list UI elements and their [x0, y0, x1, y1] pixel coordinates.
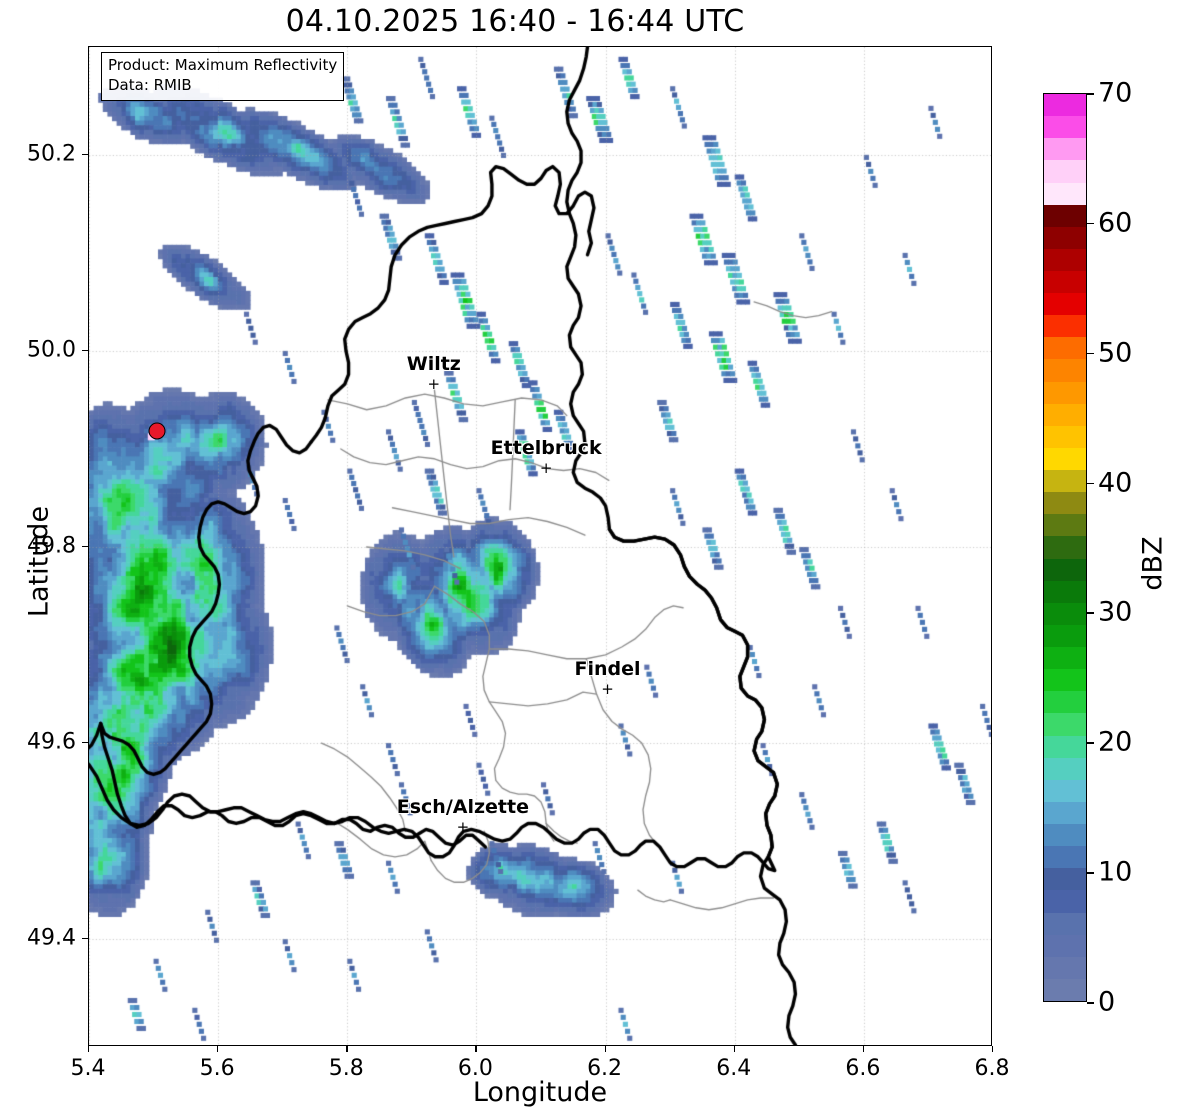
- colorbar-tick: [1087, 612, 1094, 614]
- colorbar-band: [1044, 94, 1086, 117]
- x-axis-tick-label: 6.8: [974, 1056, 1010, 1081]
- y-axis-tick-label: 49.8: [27, 533, 76, 559]
- colorbar-tick-label: 10: [1098, 856, 1133, 888]
- y-axis-tick: [82, 546, 88, 548]
- product-line: Product: Maximum Reflectivity: [108, 56, 338, 74]
- figure-title: 04.10.2025 16:40 - 16:44 UTC: [285, 4, 745, 39]
- colorbar-band: [1044, 491, 1086, 515]
- x-axis-tick: [346, 1046, 348, 1052]
- x-axis-tick-label: 6.2: [587, 1056, 623, 1081]
- colorbar-band: [1044, 889, 1086, 913]
- colorbar-band: [1044, 602, 1086, 625]
- y-axis-tick-label: 50.2: [27, 141, 76, 167]
- y-axis-tick-label: 49.4: [27, 925, 76, 951]
- colorbar-band: [1044, 336, 1086, 360]
- colorbar-band: [1044, 557, 1086, 581]
- colorbar-band: [1044, 358, 1086, 382]
- colorbar-tick: [1087, 482, 1094, 485]
- colorbar-tick-label: 0: [1098, 986, 1116, 1018]
- colorbar-band: [1044, 447, 1086, 471]
- x-axis-tick-label: 6.6: [845, 1056, 881, 1081]
- colorbar-band: [1044, 712, 1086, 736]
- colorbar-band: [1044, 226, 1086, 249]
- colorbar-tick-label: 30: [1098, 596, 1133, 628]
- x-axis-tick: [992, 1046, 994, 1052]
- colorbar-tick-label: 70: [1098, 77, 1133, 109]
- map-plot-area[interactable]: Product: Maximum Reflectivity Data: RMIB…: [88, 46, 992, 1046]
- colorbar-band: [1044, 956, 1086, 979]
- x-axis-tick-label: 6.0: [457, 1056, 493, 1081]
- colorbar-band: [1044, 535, 1086, 559]
- colorbar-band: [1044, 624, 1086, 648]
- colorbar-band: [1044, 292, 1086, 316]
- colorbar-tick: [1087, 872, 1094, 874]
- colorbar-band: [1044, 978, 1086, 1001]
- colorbar-band: [1044, 181, 1086, 205]
- colorbar-tick: [1087, 1002, 1094, 1004]
- colorbar-band: [1044, 314, 1086, 338]
- colorbar-band: [1044, 159, 1086, 183]
- colorbar-band: [1044, 734, 1086, 758]
- colorbar-band: [1044, 756, 1086, 780]
- map-borders-overlay: [89, 47, 991, 1045]
- colorbar-band: [1044, 137, 1086, 161]
- x-axis-tick: [733, 1046, 735, 1052]
- x-axis-label: Longitude: [472, 1077, 608, 1108]
- colorbar-band: [1044, 469, 1086, 493]
- y-axis-tick: [82, 349, 88, 352]
- colorbar-band: [1044, 779, 1086, 802]
- x-axis-tick: [862, 1046, 865, 1052]
- colorbar-band: [1044, 380, 1086, 404]
- colorbar-band: [1044, 203, 1086, 227]
- y-axis-tick-label: 50.0: [27, 337, 76, 363]
- x-axis-tick-label: 6.4: [716, 1056, 752, 1081]
- x-axis-tick: [475, 1046, 477, 1052]
- colorbar-tick-label: 20: [1098, 726, 1133, 758]
- x-axis-tick-label: 5.6: [199, 1056, 235, 1081]
- colorbar-band: [1044, 425, 1086, 448]
- y-axis-tick: [82, 153, 88, 156]
- y-axis-tick-label: 49.6: [27, 729, 76, 755]
- colorbar-tick: [1087, 352, 1094, 355]
- colorbar-band: [1044, 403, 1086, 426]
- product-info-box: Product: Maximum Reflectivity Data: RMIB: [101, 52, 345, 101]
- x-axis-tick: [88, 1046, 90, 1052]
- colorbar-band: [1044, 248, 1086, 271]
- colorbar-band: [1044, 270, 1086, 294]
- colorbar-tick: [1087, 222, 1094, 225]
- x-axis-tick: [604, 1046, 606, 1052]
- colorbar-band: [1044, 911, 1086, 935]
- y-axis-label: Latitude: [23, 505, 55, 618]
- colorbar-tick: [1087, 93, 1094, 95]
- colorbar-tick-label: 60: [1098, 207, 1133, 239]
- colorbar-band: [1044, 690, 1086, 714]
- colorbar-band: [1044, 668, 1086, 692]
- colorbar-tick: [1087, 742, 1094, 744]
- colorbar-tick-label: 40: [1098, 467, 1133, 499]
- colorbar: [1043, 93, 1087, 1002]
- colorbar-band: [1044, 115, 1086, 139]
- colorbar-band: [1044, 845, 1086, 869]
- radar-site-marker[interactable]: [148, 422, 166, 440]
- x-axis-tick: [217, 1046, 219, 1052]
- y-axis-tick: [82, 742, 88, 744]
- y-axis-tick: [82, 938, 88, 940]
- colorbar-band: [1044, 933, 1086, 957]
- x-axis-tick-label: 5.8: [328, 1056, 364, 1081]
- colorbar-tick-label: 50: [1098, 337, 1133, 369]
- colorbar-band: [1044, 646, 1086, 670]
- colorbar-band: [1044, 513, 1086, 537]
- x-axis-tick-label: 5.4: [70, 1056, 106, 1081]
- colorbar-band: [1044, 801, 1086, 825]
- colorbar-title: dBZ: [1137, 536, 1169, 591]
- colorbar-band: [1044, 867, 1086, 891]
- colorbar-band: [1044, 823, 1086, 847]
- data-source-line: Data: RMIB: [108, 75, 192, 94]
- colorbar-band: [1044, 580, 1086, 603]
